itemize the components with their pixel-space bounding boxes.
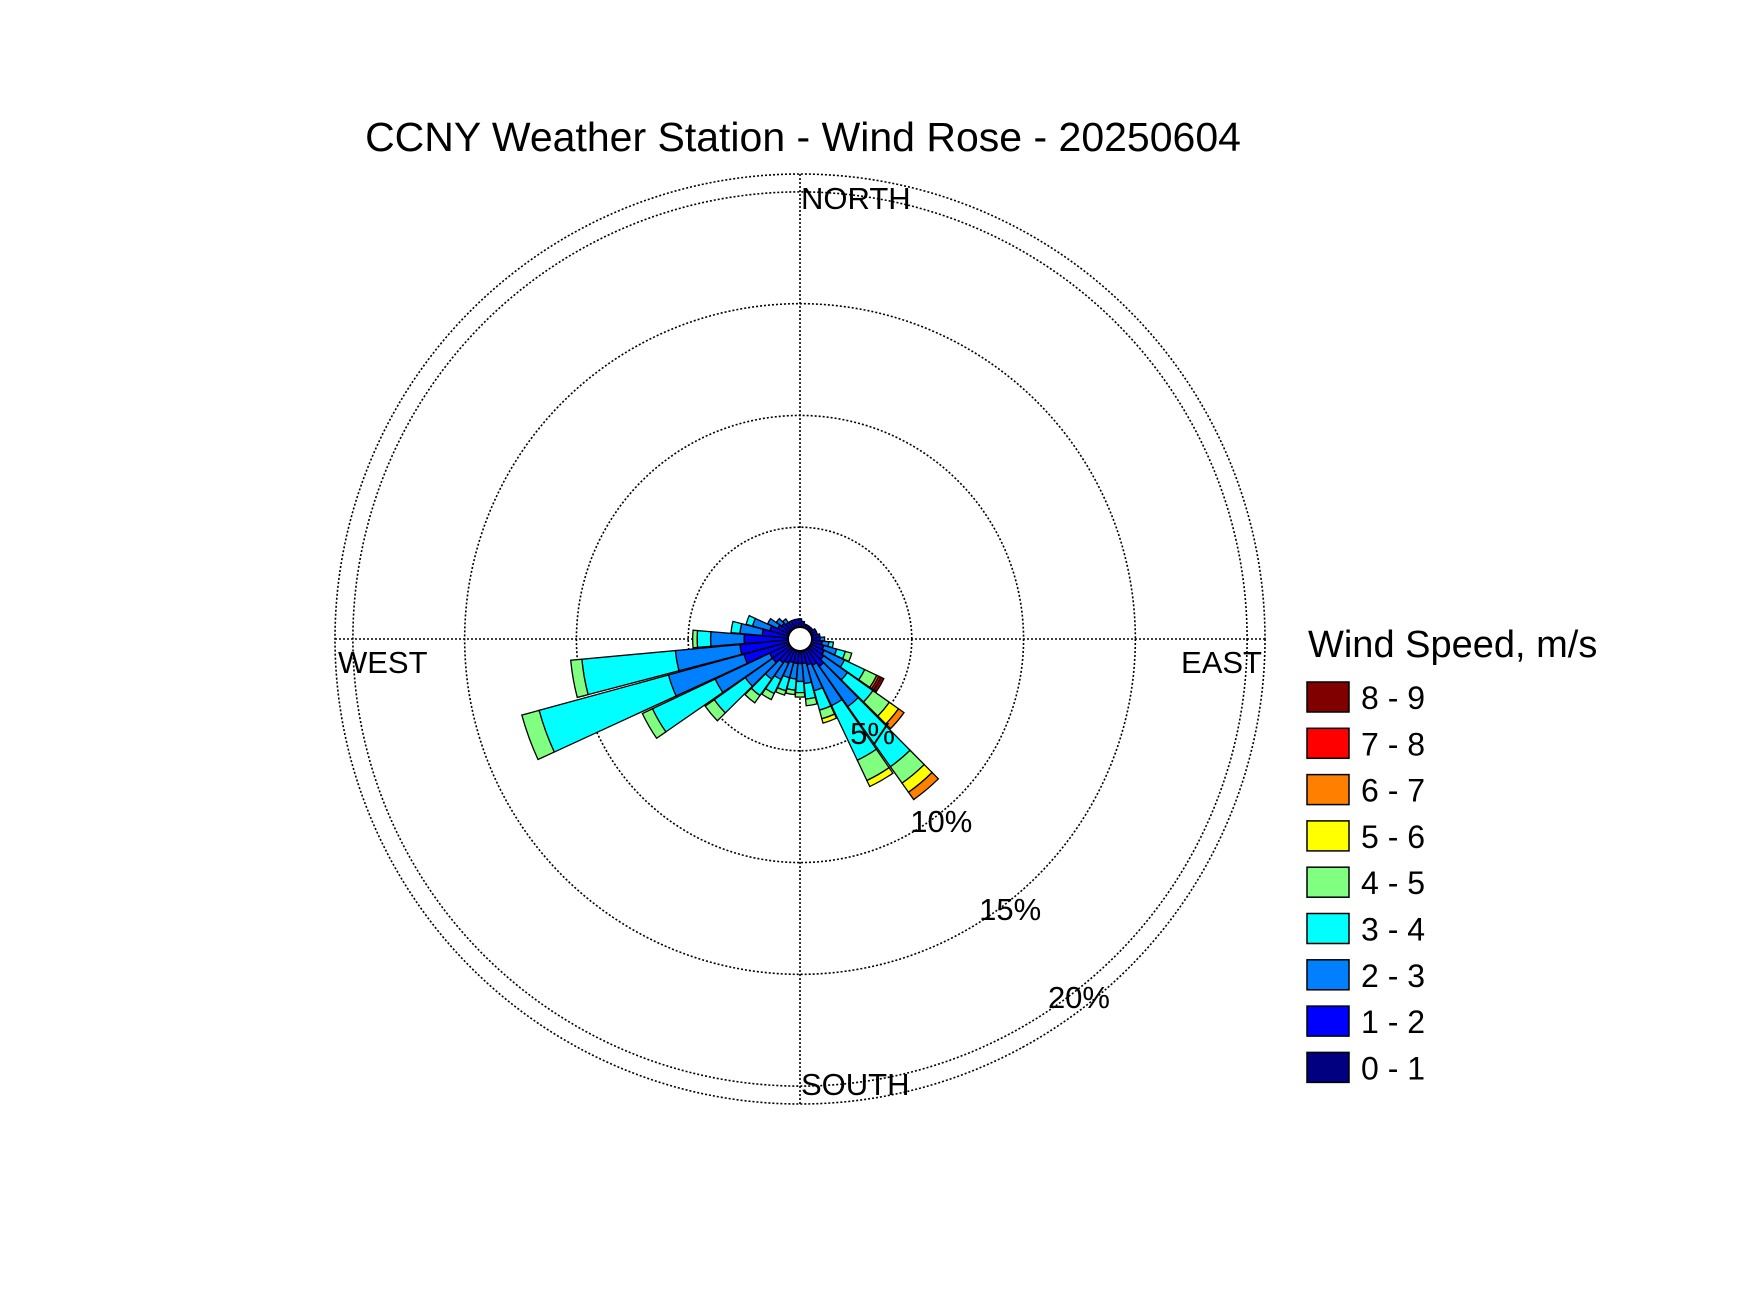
wedge-270-bin-3 [696,629,712,649]
wedge-290-bin-3 [745,614,757,627]
wedge-160-bin-5 [821,713,838,724]
legend-swatch [1306,866,1350,898]
radial-tick-label: 5% [850,716,895,751]
wedge-190-bin-4 [785,687,796,696]
wedge-220-bin-4 [744,687,761,704]
wedge-150-bin-5 [866,766,894,788]
wind-rose-wedges [521,614,940,801]
direction-label-west: WEST [338,645,428,680]
wedge-240-bin-4 [641,707,667,740]
wedge-270-bin-4 [692,629,699,649]
legend-label: 1 - 2 [1361,1004,1425,1040]
wedge-230-bin-4 [704,698,727,722]
legend-swatch [1306,727,1350,760]
legend-swatch [1306,773,1350,806]
legend-swatch [1306,1051,1350,1084]
radial-tick-label: 15% [979,892,1041,927]
wedge-170-bin-4 [804,696,818,707]
wedge-320-bin-2 [781,618,790,626]
radial-tick-labels: 5% 10% 15% 20% [850,716,1110,1015]
wedge-280-bin-3 [730,620,743,635]
legend-swatch [1306,820,1350,852]
legend-label: 0 - 1 [1361,1050,1425,1086]
calm-center [787,626,813,652]
wedge-180-bin-3 [794,680,806,694]
wedge-260-bin-4 [570,658,589,699]
legend-label: 7 - 8 [1361,726,1425,762]
wedge-250-bin-4 [521,709,556,761]
wedge-300-bin-2 [766,617,781,630]
wedge-120-bin-8 [872,676,885,693]
direction-label-south: SOUTH [801,1067,910,1102]
wedge-210-bin-4 [760,687,776,701]
radial-tick-label: 20% [1048,980,1110,1015]
radial-tick-label: 10% [910,804,972,839]
legend-label: 2 - 3 [1361,958,1425,994]
legend: 8 - 9 7 - 8 6 - 7 5 - 6 4 - 5 3 - 4 2 - 3 1 - 2… [1306,680,1425,1086]
legend-swatch [1306,959,1350,991]
legend-swatch [1306,681,1350,713]
wedge-180-bin-4 [794,691,806,698]
wedge-140-bin-6 [907,771,940,801]
legend-title: Wind Speed, m/s [1308,624,1597,666]
legend-label: 3 - 4 [1361,912,1425,948]
legend-swatch [1306,912,1350,945]
legend-label: 8 - 9 [1361,680,1425,716]
wedge-130-bin-6 [884,707,905,730]
legend-label: 5 - 6 [1361,819,1425,855]
direction-label-east: EAST [1181,645,1262,680]
direction-label-north: NORTH [801,181,911,216]
chart-title: CCNY Weather Station - Wind Rose - 20250… [365,114,1241,160]
legend-label: 4 - 5 [1361,865,1425,901]
legend-label: 6 - 7 [1361,773,1425,809]
legend-swatch [1306,1005,1350,1037]
wedge-310-bin-2 [775,617,786,627]
